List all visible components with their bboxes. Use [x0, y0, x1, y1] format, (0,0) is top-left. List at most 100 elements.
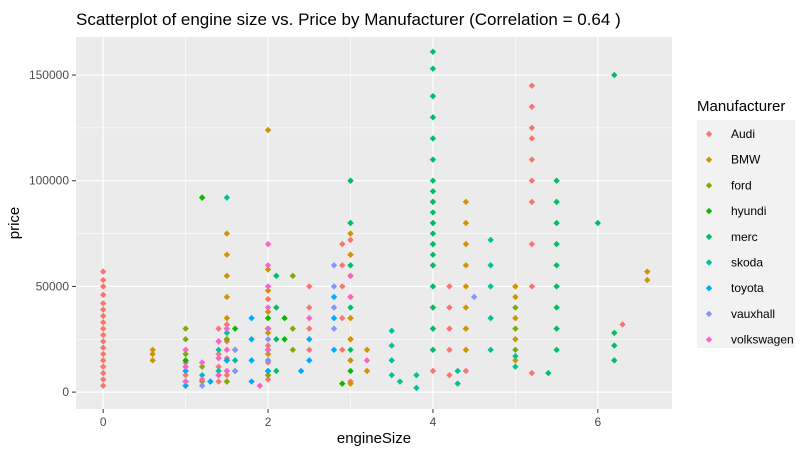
- data-point-audi: [100, 283, 107, 290]
- data-point-skoda: [215, 367, 222, 375]
- data-point-toyota: [330, 346, 338, 354]
- data-point-hyundi: [281, 336, 288, 343]
- data-point-audi: [306, 325, 313, 332]
- data-point-ford: [512, 325, 519, 332]
- data-points: [100, 48, 651, 392]
- data-point-audi: [528, 240, 536, 248]
- data-point-merc: [429, 325, 437, 332]
- y-tick-label: 150000: [29, 68, 69, 82]
- data-point-merc: [429, 156, 437, 163]
- data-point-merc: [553, 283, 560, 290]
- data-point-merc: [553, 198, 560, 206]
- data-point-vauxhall: [330, 325, 338, 332]
- data-point-audi: [446, 346, 453, 354]
- data-point-bmw: [264, 308, 272, 315]
- data-point-audi: [100, 350, 107, 358]
- y-tick-label: 100000: [29, 174, 69, 188]
- data-point-audi: [446, 283, 453, 290]
- data-point-merc: [429, 219, 437, 227]
- data-point-merc: [611, 342, 618, 349]
- data-point-audi: [339, 240, 346, 248]
- legend-key-background: [697, 120, 795, 348]
- data-point-merc: [429, 230, 437, 237]
- x-axis-label: engineSize: [337, 430, 411, 447]
- legend: Manufacturer Audi BMW ford hyundi merc skoda t…: [697, 98, 795, 348]
- data-point-audi: [528, 369, 536, 377]
- legend-label-merc: merc: [731, 230, 758, 244]
- data-point-bmw: [512, 357, 519, 364]
- data-point-merc: [273, 272, 280, 280]
- legend-label-ford: ford: [731, 178, 752, 192]
- legend-label-volkswagen: volkswagen: [731, 333, 794, 347]
- data-point-skoda: [487, 314, 494, 322]
- data-point-merc: [429, 198, 437, 206]
- data-point-bmw: [347, 230, 354, 237]
- data-point-volkswagen: [264, 325, 272, 332]
- data-point-merc: [347, 304, 354, 311]
- data-point-bmw: [512, 293, 519, 301]
- grid-lines: [76, 37, 672, 409]
- data-point-merc: [553, 262, 560, 269]
- y-axis-label: price: [6, 207, 23, 240]
- data-point-ford: [264, 371, 272, 379]
- data-point-skoda: [487, 236, 494, 244]
- data-point-merc: [545, 369, 552, 377]
- data-point-skoda: [396, 378, 404, 385]
- data-point-audi: [223, 321, 231, 328]
- legend-key-vauxhall: [705, 310, 713, 318]
- data-point-audi: [528, 177, 536, 184]
- legend-label-skoda: skoda: [731, 256, 763, 270]
- data-point-audi: [339, 262, 346, 269]
- data-point-merc: [273, 336, 280, 343]
- legend-label-hyundi: hyundi: [731, 204, 766, 218]
- data-point-volkswagen: [215, 355, 222, 362]
- data-point-volkswagen: [198, 359, 206, 366]
- data-point-skoda: [487, 283, 494, 290]
- data-point-volkswagen: [347, 272, 354, 280]
- data-point-bmw: [223, 272, 231, 280]
- data-point-merc: [553, 304, 560, 311]
- data-point-audi: [306, 346, 313, 354]
- data-point-hyundi: [339, 380, 346, 387]
- data-point-audi: [215, 325, 222, 332]
- data-point-skoda: [223, 194, 231, 201]
- data-point-volkswagen: [198, 376, 206, 383]
- data-point-bmw: [223, 314, 231, 322]
- data-point-bmw: [149, 350, 156, 358]
- data-point-merc: [429, 114, 437, 121]
- data-point-toyota: [330, 293, 338, 301]
- data-point-merc: [347, 346, 354, 354]
- legend-key-hyundi: [705, 207, 713, 215]
- data-point-audi: [100, 376, 107, 383]
- data-point-audi: [264, 342, 272, 349]
- data-point-audi: [446, 325, 453, 332]
- data-point-bmw: [264, 126, 272, 134]
- data-point-audi: [100, 268, 107, 275]
- data-point-merc: [611, 71, 618, 79]
- data-point-bmw: [223, 293, 231, 301]
- data-point-toyota: [207, 378, 214, 385]
- data-point-bmw: [347, 251, 354, 258]
- data-point-audi: [339, 283, 346, 290]
- legend-key-toyota: [705, 285, 713, 292]
- data-point-toyota: [330, 314, 338, 322]
- data-point-toyota: [297, 367, 305, 375]
- data-point-bmw: [264, 287, 272, 294]
- data-point-audi: [100, 312, 107, 320]
- data-point-bmw: [512, 283, 519, 290]
- data-point-audi: [215, 378, 222, 385]
- data-point-audi: [100, 300, 107, 307]
- data-point-merc: [553, 325, 560, 332]
- data-point-skoda: [512, 352, 519, 360]
- data-point-audi: [347, 236, 354, 244]
- data-point-bmw: [462, 325, 470, 332]
- data-point-ford: [182, 350, 189, 358]
- data-point-merc: [347, 177, 354, 184]
- data-point-merc: [429, 240, 437, 248]
- data-point-audi: [100, 306, 107, 313]
- data-point-merc: [429, 346, 437, 354]
- data-point-skoda: [512, 363, 519, 370]
- data-point-ford: [182, 325, 189, 332]
- data-point-audi: [528, 124, 536, 132]
- data-point-toyota: [306, 357, 313, 364]
